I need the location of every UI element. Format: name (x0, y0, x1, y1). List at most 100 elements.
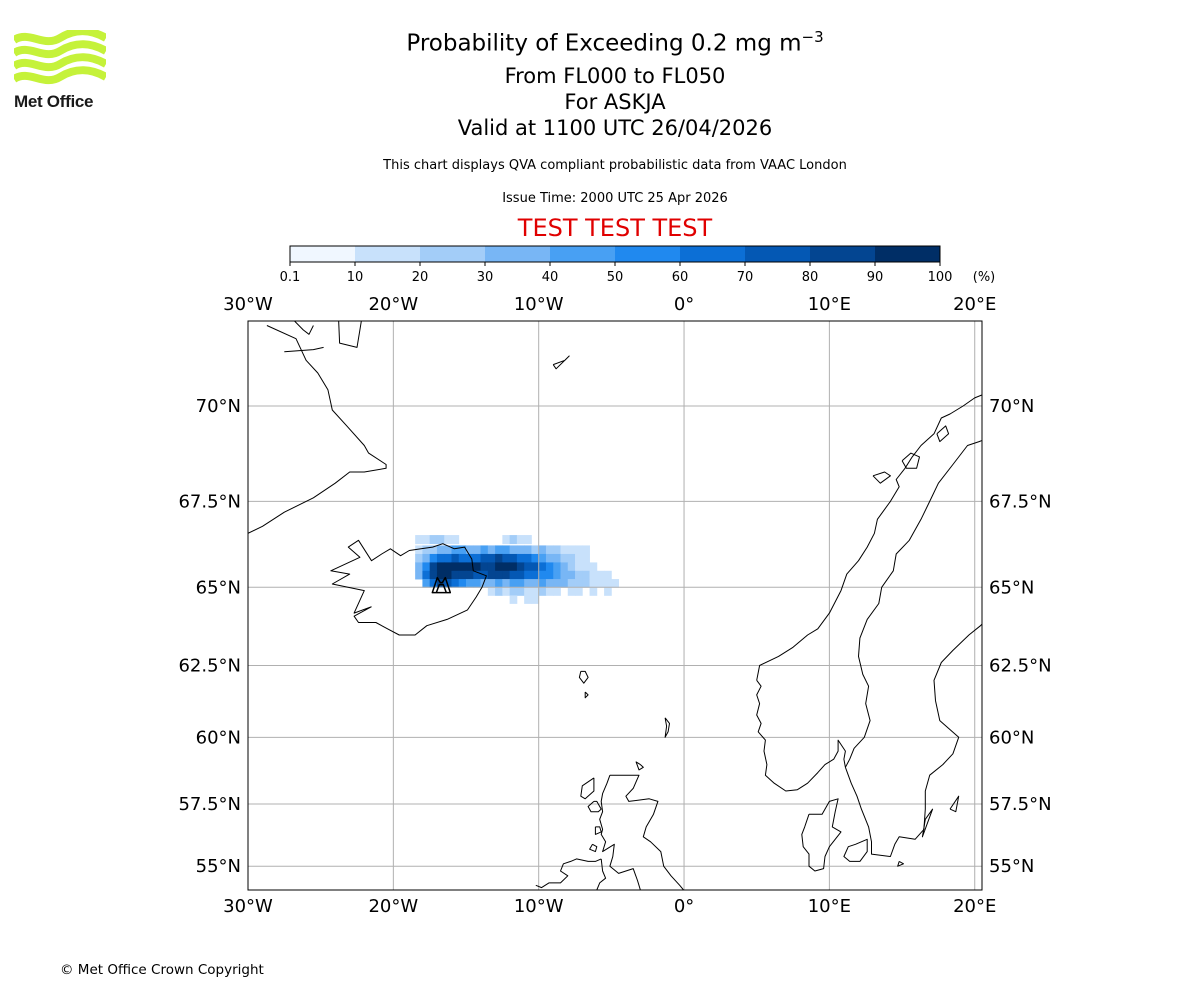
ash-cell (531, 545, 540, 555)
ash-cell (444, 570, 452, 580)
ash-cell (567, 570, 576, 580)
ash-cell (567, 545, 576, 555)
coastline (635, 761, 644, 771)
ash-cell (429, 545, 438, 555)
ash-cell (582, 553, 590, 563)
ash-cell (538, 553, 547, 563)
latitude-label-left: 57.5°N (178, 794, 241, 815)
ash-cell (560, 562, 569, 572)
ash-cell (560, 579, 569, 588)
ash-cell (545, 553, 554, 563)
ash-cell (429, 553, 438, 563)
colorbar-tick-label: 20 (412, 270, 429, 285)
ash-cell (495, 587, 503, 596)
ash-cell (567, 587, 576, 596)
ash-cell (429, 579, 438, 588)
coastline (284, 346, 324, 353)
ash-cell (509, 535, 518, 545)
ash-cell (451, 535, 460, 545)
ash-cell (553, 562, 561, 572)
coastline (949, 795, 960, 813)
ash-cell (458, 545, 467, 555)
coastline (330, 539, 487, 636)
longitude-label-top: 20°E (953, 294, 996, 315)
met-office-logo: Met Office (11, 27, 110, 112)
ash-cell (451, 553, 460, 563)
ash-cell (516, 545, 525, 555)
ash-cell (444, 562, 452, 572)
longitude-label-top: 10°W (514, 294, 564, 315)
chart-title-text: Probability of Exceeding 0.2 mg m (406, 30, 802, 57)
flight-levels: From FL000 to FL050 (504, 64, 726, 88)
ash-cell (495, 570, 503, 580)
colorbar-tick-label: 100 (928, 270, 953, 285)
latitude-label-left: 70°N (196, 396, 241, 417)
coastline (587, 800, 602, 813)
coastline (578, 670, 589, 684)
ash-cell (480, 579, 489, 588)
coastline (756, 680, 846, 792)
coastline (844, 439, 982, 768)
coastlines (248, 321, 982, 890)
coastline (901, 452, 920, 469)
ash-cell (604, 570, 612, 580)
coastline (589, 843, 598, 853)
ash-cell (444, 579, 452, 588)
ash-cell (509, 562, 518, 572)
ash-cell (495, 562, 503, 572)
coastline (338, 321, 362, 348)
ash-cell (538, 562, 547, 572)
ash-cell (524, 545, 532, 555)
ash-cell (524, 570, 532, 580)
longitude-label-bottom: 10°E (808, 896, 851, 917)
coastline (248, 325, 387, 534)
ash-cell (516, 535, 525, 545)
ash-cell (567, 562, 576, 572)
coastline (294, 321, 314, 335)
ash-cell (415, 553, 423, 563)
ash-cell (444, 553, 452, 563)
longitude-label-bottom: 20°E (953, 896, 996, 917)
ash-cell (516, 587, 525, 596)
ash-cell (502, 587, 511, 596)
coastline (596, 858, 607, 890)
ash-cell (545, 579, 554, 588)
ash-cell (589, 587, 598, 596)
logo-wave-stripe (11, 53, 108, 72)
coastline (594, 826, 602, 835)
ash-cell (487, 587, 496, 596)
logo-wave-stripe (11, 66, 108, 85)
ash-cell (575, 545, 583, 555)
ash-cell (582, 570, 590, 580)
ash-cell (429, 562, 438, 572)
latitude-label-left: 62.5°N (178, 655, 241, 676)
latitude-label-right: 55°N (989, 856, 1034, 877)
ash-cell (458, 570, 467, 580)
ash-cell (473, 553, 481, 563)
latitude-label-right: 60°N (989, 727, 1034, 748)
ash-cell (575, 553, 583, 563)
latitude-label-left: 65°N (196, 577, 241, 598)
longitude-label-bottom: 20°W (368, 896, 418, 917)
ash-cell (575, 562, 583, 572)
ash-cell (451, 579, 460, 588)
ash-cell (466, 570, 474, 580)
ash-cell (487, 570, 496, 580)
ash-cell (429, 535, 438, 545)
ash-cell (415, 545, 423, 555)
ash-cell (516, 553, 525, 563)
colorbar-segment (290, 246, 356, 262)
colorbar-unit-label: (%) (973, 270, 996, 285)
colorbar-tick-label: 60 (672, 270, 689, 285)
ash-cell (466, 562, 474, 572)
gridlines (248, 321, 982, 890)
ash-cell (487, 545, 496, 555)
ash-cell (473, 545, 481, 555)
ash-cell (531, 553, 540, 563)
coastline (552, 355, 570, 370)
ash-cell (524, 595, 532, 604)
latitude-label-right: 65°N (989, 577, 1034, 598)
ash-cell (531, 595, 540, 604)
ash-cell (502, 553, 511, 563)
